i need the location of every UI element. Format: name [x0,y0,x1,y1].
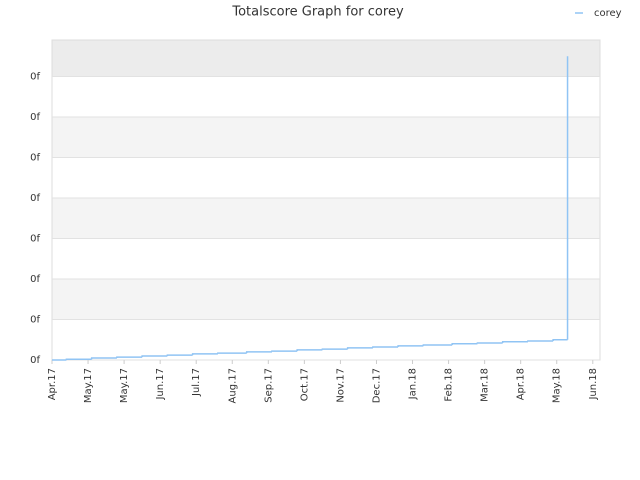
step-segment [422,344,453,346]
step-segment [451,343,478,346]
x-tick-label: May.18 [552,368,563,403]
y-tick-label: 0f [30,152,40,163]
step-segment [296,349,323,352]
step-segment [141,355,168,358]
x-tick-label: Dec.17 [371,368,382,403]
step-segment [90,357,117,360]
x-tick-label: Oct.17 [299,368,310,401]
step-segment [65,358,92,360]
x-tick-label: Nov.17 [335,368,346,403]
step-segment [271,350,298,352]
step-segment [527,340,554,342]
plot-band [52,157,600,198]
step-segment [191,353,218,356]
x-tick-label: Aug.17 [227,368,238,403]
legend-label: corey [594,8,622,19]
plot-band [52,197,600,239]
x-tick-label: Feb.18 [444,368,455,402]
plot-band [52,40,600,77]
x-tick-label: Jul.17 [191,368,202,397]
y-tick-label: 0f [30,233,40,244]
x-tick-label: Apr.17 [47,368,58,400]
plot-band [52,116,600,158]
chart-title: Totalscore Graph for corey [231,5,404,20]
x-tick-label: Mar.18 [480,368,491,402]
step-segment [116,356,143,358]
step-segment [552,338,568,341]
step-segment [245,351,272,354]
y-tick-label: 0f [30,193,40,204]
x-tick-label: Jan.18 [408,368,419,400]
step-segment [476,342,503,344]
y-tick-label: 0f [30,274,40,285]
plot-band [52,238,600,279]
y-tick-label: 0f [30,71,40,82]
step-segment [501,341,528,343]
y-tick-label: 0f [30,314,40,325]
y-tick-label: 0f [30,355,40,366]
x-tick-label: Jun.18 [588,368,599,401]
step-segment [397,345,424,348]
x-tick-label: Sep.17 [263,368,274,403]
step-segment [321,348,348,350]
plot-band [52,278,600,320]
step-segment [217,352,247,354]
x-tick-label: Jun.17 [155,368,166,401]
plot-band [52,319,600,360]
step-segment [372,346,399,348]
step-segment [166,354,193,356]
plot-band [52,76,600,117]
x-tick-label: May.17 [83,368,94,403]
step-segment [346,347,373,350]
x-tick-label: May.17 [119,368,130,403]
y-tick-label: 0f [30,112,40,123]
x-tick-label: Apr.18 [516,368,527,400]
